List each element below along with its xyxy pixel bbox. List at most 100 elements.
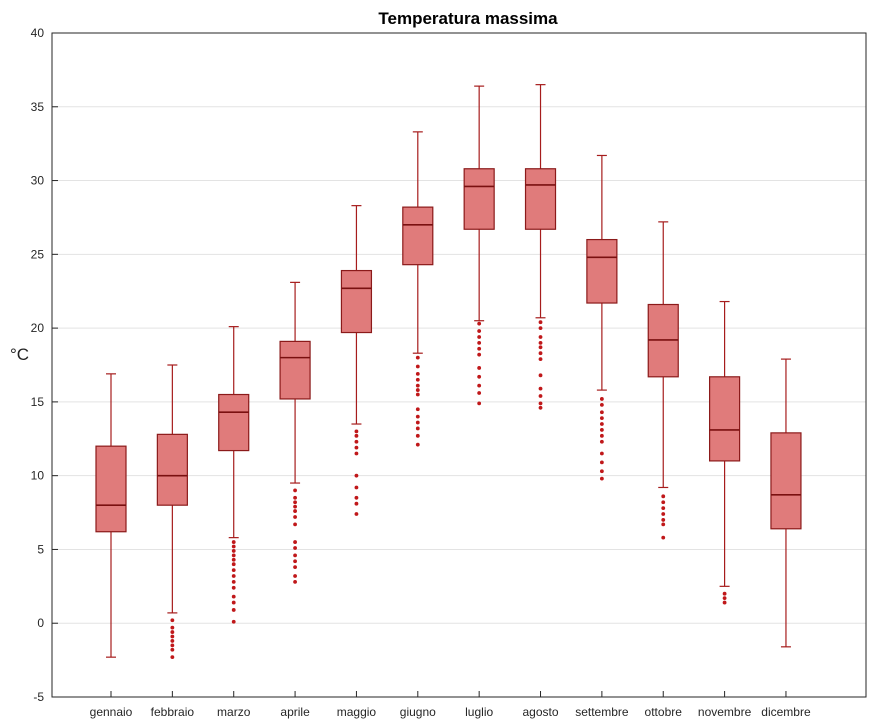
outlier-point <box>170 625 175 630</box>
outlier-point <box>415 383 420 388</box>
outlier-point <box>599 397 604 401</box>
outlier-point <box>415 364 420 369</box>
y-tick-label: 35 <box>31 100 45 114</box>
outlier-point <box>170 618 175 623</box>
outlier-point <box>538 405 543 410</box>
outlier-point <box>599 451 604 456</box>
outlier-point <box>661 512 666 516</box>
outlier-point <box>538 340 543 345</box>
y-tick-label: 0 <box>37 616 44 630</box>
box-luglio <box>463 85 495 406</box>
outlier-point <box>231 549 236 553</box>
box-layer <box>95 84 802 660</box>
outlier-point <box>415 355 420 360</box>
outlier-point <box>661 522 666 527</box>
axis-layer: -5 0 5 10 15 20 25 30 35 40 gennaio febbraio marzo ap… <box>31 26 867 719</box>
outlier-point <box>599 428 604 432</box>
outlier-point <box>293 488 297 493</box>
outlier-point <box>415 377 420 382</box>
x-category-label: ottobre <box>645 705 683 719</box>
iqr-box <box>708 376 741 462</box>
outlier-point <box>722 591 727 596</box>
outlier-point <box>477 391 482 395</box>
chart-title: Temperatura massima <box>378 9 558 28</box>
box-ottobre <box>647 221 679 540</box>
outlier-point <box>538 373 543 378</box>
y-tick-label: 30 <box>31 174 45 188</box>
outlier-point <box>722 596 727 601</box>
outlier-point <box>538 386 543 391</box>
outlier-point <box>415 407 420 412</box>
iqr-box <box>402 206 434 266</box>
outlier-point <box>231 585 236 590</box>
outlier-point <box>231 557 236 562</box>
outlier-point <box>538 320 543 325</box>
outlier-point <box>293 522 297 527</box>
outlier-point <box>415 388 420 392</box>
outlier-point <box>538 394 543 398</box>
outlier-point <box>415 433 420 438</box>
outlier-point <box>231 574 236 578</box>
box-novembre <box>708 300 741 605</box>
outlier-point <box>477 340 482 345</box>
outlier-point <box>538 335 543 339</box>
outlier-point <box>293 495 297 500</box>
x-category-label: marzo <box>217 705 251 719</box>
iqr-box <box>770 432 802 530</box>
outlier-point <box>293 580 297 584</box>
outlier-point <box>231 600 236 605</box>
y-tick-label: 5 <box>37 542 44 556</box>
outlier-point <box>599 433 604 438</box>
outlier-point <box>293 509 297 513</box>
outlier-point <box>170 647 175 652</box>
outlier-point <box>170 655 175 660</box>
outlier-point <box>415 371 420 376</box>
outlier-point <box>231 544 236 549</box>
outlier-point <box>477 401 482 406</box>
outlier-point <box>538 401 543 406</box>
outlier-point <box>170 639 175 643</box>
outlier-point <box>661 494 666 499</box>
box-maggio <box>340 205 373 516</box>
box-agosto <box>524 84 557 410</box>
outlier-point <box>661 500 666 505</box>
x-category-label: dicembre <box>761 705 811 719</box>
iqr-box <box>340 269 373 334</box>
outlier-point <box>477 335 482 339</box>
outlier-point <box>477 346 482 351</box>
outlier-point <box>354 433 359 438</box>
box-settembre <box>586 154 618 481</box>
outlier-point <box>354 501 359 506</box>
box-dicembre <box>770 358 802 648</box>
outlier-point <box>661 506 666 511</box>
x-category-label: settembre <box>575 705 629 719</box>
box-gennaio <box>95 373 127 658</box>
x-category-label: agosto <box>523 705 559 719</box>
outlier-point <box>231 594 236 599</box>
y-tick-label: 20 <box>31 321 45 335</box>
plot-frame <box>51 32 867 698</box>
outlier-point <box>477 321 482 326</box>
outlier-point <box>599 416 604 421</box>
iqr-box <box>156 433 188 506</box>
box-marzo <box>218 326 250 624</box>
outlier-point <box>231 540 236 544</box>
outlier-point <box>599 476 604 481</box>
outlier-point <box>293 553 297 558</box>
outlier-point <box>661 518 666 522</box>
outlier-point <box>415 420 420 425</box>
outlier-point <box>538 357 543 361</box>
iqr-box <box>586 238 618 304</box>
outlier-point <box>293 504 297 509</box>
box-aprile <box>279 281 311 584</box>
outlier-point <box>599 439 604 444</box>
outlier-point <box>599 469 604 474</box>
iqr-box <box>218 393 250 452</box>
outlier-point <box>599 422 604 426</box>
iqr-box <box>95 445 127 533</box>
y-tick-label: 10 <box>31 469 45 483</box>
outlier-point <box>354 451 359 456</box>
outlier-point <box>170 630 175 634</box>
outlier-point <box>354 429 359 434</box>
